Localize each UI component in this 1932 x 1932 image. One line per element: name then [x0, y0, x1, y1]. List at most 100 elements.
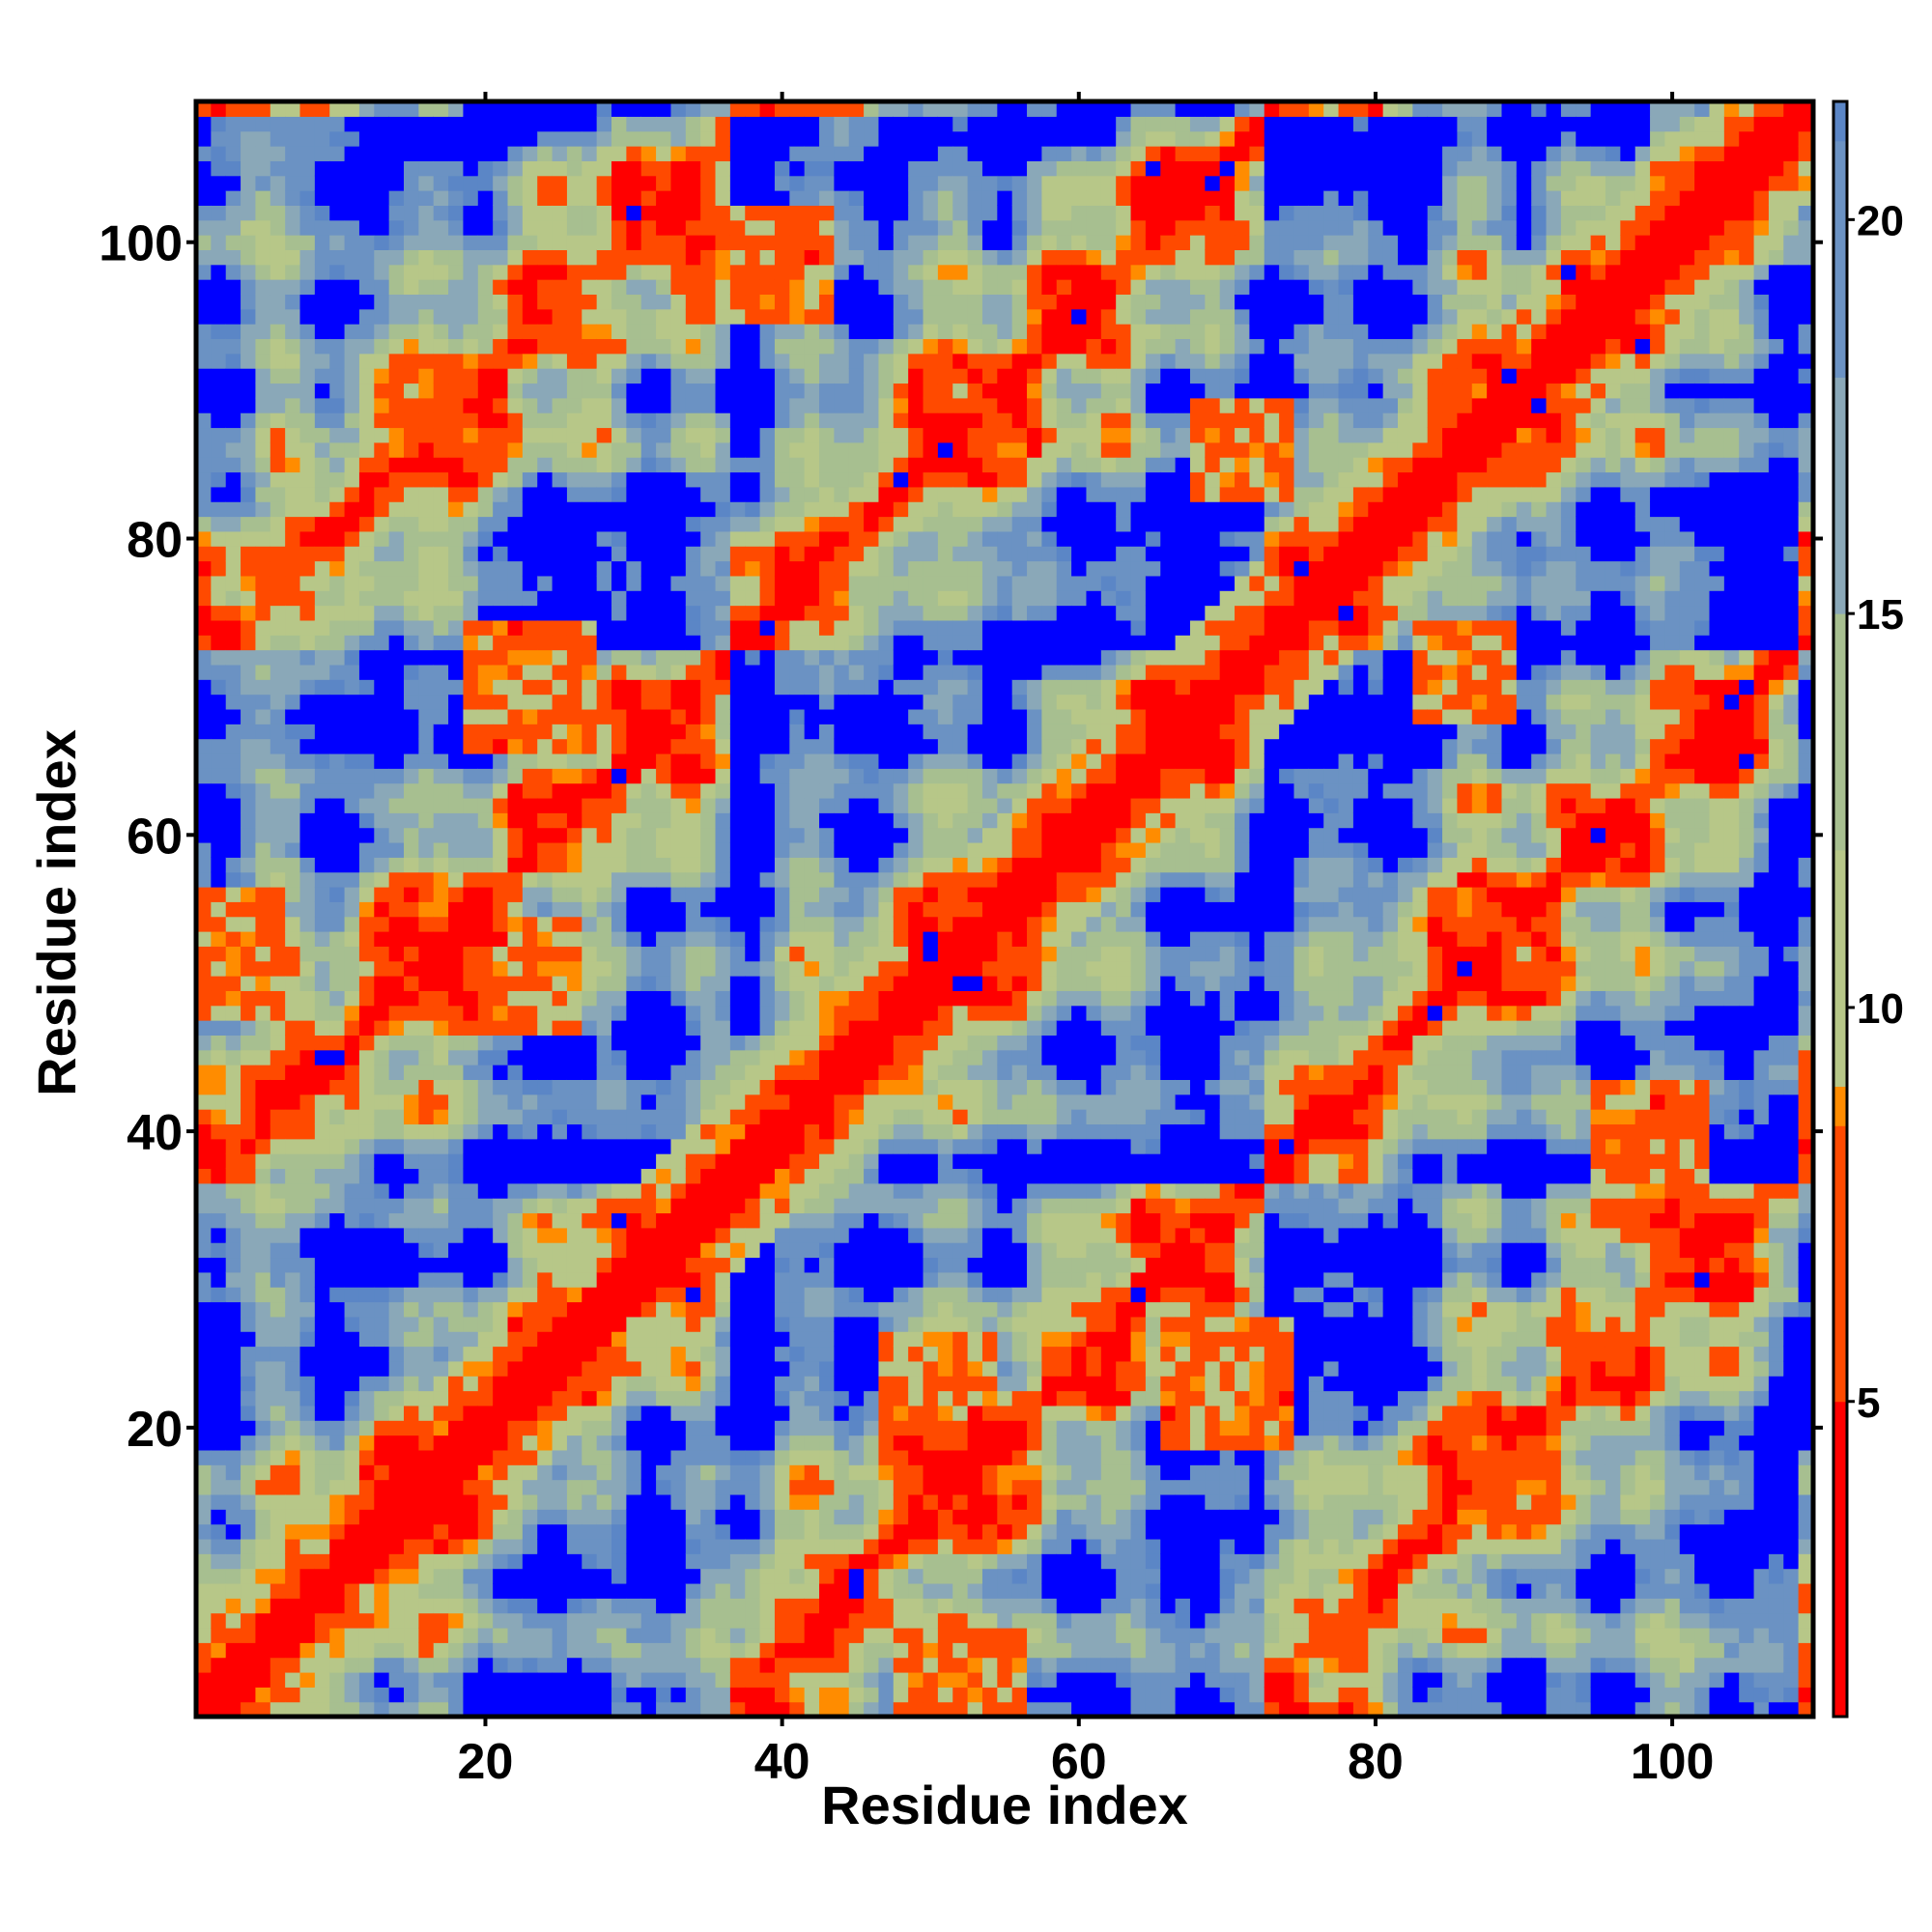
heatmap-cell	[463, 1123, 479, 1140]
heatmap-cell	[566, 575, 582, 591]
heatmap-cell	[344, 471, 360, 488]
heatmap-cell	[255, 324, 271, 340]
heatmap-cell	[804, 1346, 820, 1362]
heatmap-cell	[626, 1065, 642, 1080]
heatmap-cell	[493, 1479, 509, 1495]
heatmap-cell	[670, 679, 687, 696]
heatmap-cell	[448, 857, 465, 873]
heatmap-cell	[552, 1005, 568, 1021]
heatmap-cell	[848, 1687, 865, 1703]
heatmap-cell	[374, 1538, 390, 1554]
heatmap-cell	[774, 441, 790, 458]
heatmap-cell	[358, 1020, 375, 1036]
heatmap-cell	[225, 1479, 242, 1495]
heatmap-cell	[388, 1020, 405, 1036]
heatmap-cell	[552, 1271, 568, 1288]
heatmap-cell	[241, 1168, 257, 1184]
heatmap-cell	[715, 1538, 731, 1554]
heatmap-cell	[715, 694, 731, 710]
heatmap-cell	[640, 1582, 657, 1599]
heatmap-cell	[819, 575, 835, 591]
heatmap-cell	[225, 841, 242, 858]
heatmap-cell	[418, 1464, 435, 1481]
heatmap-cell	[745, 235, 761, 250]
heatmap-cell	[864, 1360, 880, 1377]
heatmap-cell	[418, 1553, 435, 1570]
heatmap-cell	[582, 1242, 598, 1259]
heatmap-cell	[640, 575, 657, 591]
heatmap-cell	[314, 368, 330, 384]
heatmap-cell	[804, 264, 820, 280]
heatmap-cell	[344, 1671, 360, 1688]
heatmap-cell	[685, 1671, 701, 1688]
heatmap-cell	[685, 1376, 701, 1392]
heatmap-cell	[329, 501, 346, 518]
heatmap-cell	[834, 901, 850, 918]
heatmap-cell	[804, 1316, 820, 1332]
heatmap-cell	[463, 116, 479, 132]
heatmap-cell	[329, 1479, 346, 1495]
heatmap-cell	[241, 1449, 257, 1465]
heatmap-cell	[477, 1182, 494, 1199]
heatmap-cell	[626, 1598, 642, 1614]
heatmap-cell	[448, 1553, 465, 1570]
heatmap-cell	[374, 1198, 390, 1214]
heatmap-cell	[225, 738, 242, 754]
heatmap-cell	[329, 753, 346, 769]
heatmap-cell	[685, 530, 701, 547]
heatmap-cell	[611, 368, 627, 384]
heatmap-cell	[789, 294, 806, 310]
heatmap-cell	[477, 1435, 494, 1451]
heatmap-cell	[314, 249, 330, 266]
heatmap-cell	[270, 1198, 286, 1214]
heatmap-cell	[241, 976, 257, 991]
heatmap-cell	[582, 427, 598, 443]
heatmap-cell	[537, 1360, 554, 1377]
heatmap-cell	[404, 1701, 419, 1718]
heatmap-cell	[745, 205, 761, 221]
heatmap-cell	[358, 1346, 375, 1362]
heatmap-cell	[789, 619, 806, 636]
heatmap-cell	[864, 1316, 880, 1332]
heatmap-cell	[626, 1523, 642, 1540]
heatmap-cell	[759, 827, 776, 843]
heatmap-cell	[537, 1138, 554, 1154]
heatmap-cell	[834, 1020, 850, 1036]
heatmap-cell	[596, 1612, 612, 1629]
heatmap-cell	[789, 530, 806, 547]
heatmap-cell	[388, 1582, 405, 1599]
heatmap-cell	[611, 782, 627, 799]
heatmap-cell	[477, 383, 494, 399]
heatmap-cell	[329, 560, 346, 577]
heatmap-cell	[211, 1449, 227, 1465]
heatmap-cell	[834, 175, 850, 191]
heatmap-cell	[848, 1598, 865, 1614]
heatmap-cell	[611, 324, 627, 340]
heatmap-cell	[507, 219, 524, 236]
heatmap-cell	[448, 368, 465, 384]
heatmap-cell	[789, 901, 806, 918]
heatmap-cell	[745, 1198, 761, 1214]
heatmap-cell	[582, 353, 598, 369]
heatmap-cell	[196, 1405, 212, 1421]
heatmap-cell	[433, 1701, 449, 1718]
heatmap-cell	[656, 1168, 672, 1184]
heatmap-cell	[759, 1257, 776, 1273]
heatmap-cell	[388, 871, 405, 888]
heatmap-cell	[255, 1287, 271, 1303]
heatmap-cell	[819, 1331, 835, 1348]
heatmap-cell	[552, 1671, 568, 1688]
heatmap-cell	[477, 1287, 494, 1303]
heatmap-cell	[329, 724, 346, 740]
heatmap-cell	[507, 264, 524, 280]
heatmap-cell	[314, 1538, 330, 1554]
heatmap-cell	[552, 1627, 568, 1643]
heatmap-cell	[211, 841, 227, 858]
heatmap-cell	[596, 441, 612, 458]
heatmap-cell	[834, 1065, 850, 1080]
heatmap-cell	[314, 694, 330, 710]
heatmap-cell	[759, 1627, 776, 1643]
heatmap-cell	[344, 249, 360, 266]
heatmap-cell	[819, 1153, 835, 1170]
heatmap-cell	[552, 724, 568, 740]
